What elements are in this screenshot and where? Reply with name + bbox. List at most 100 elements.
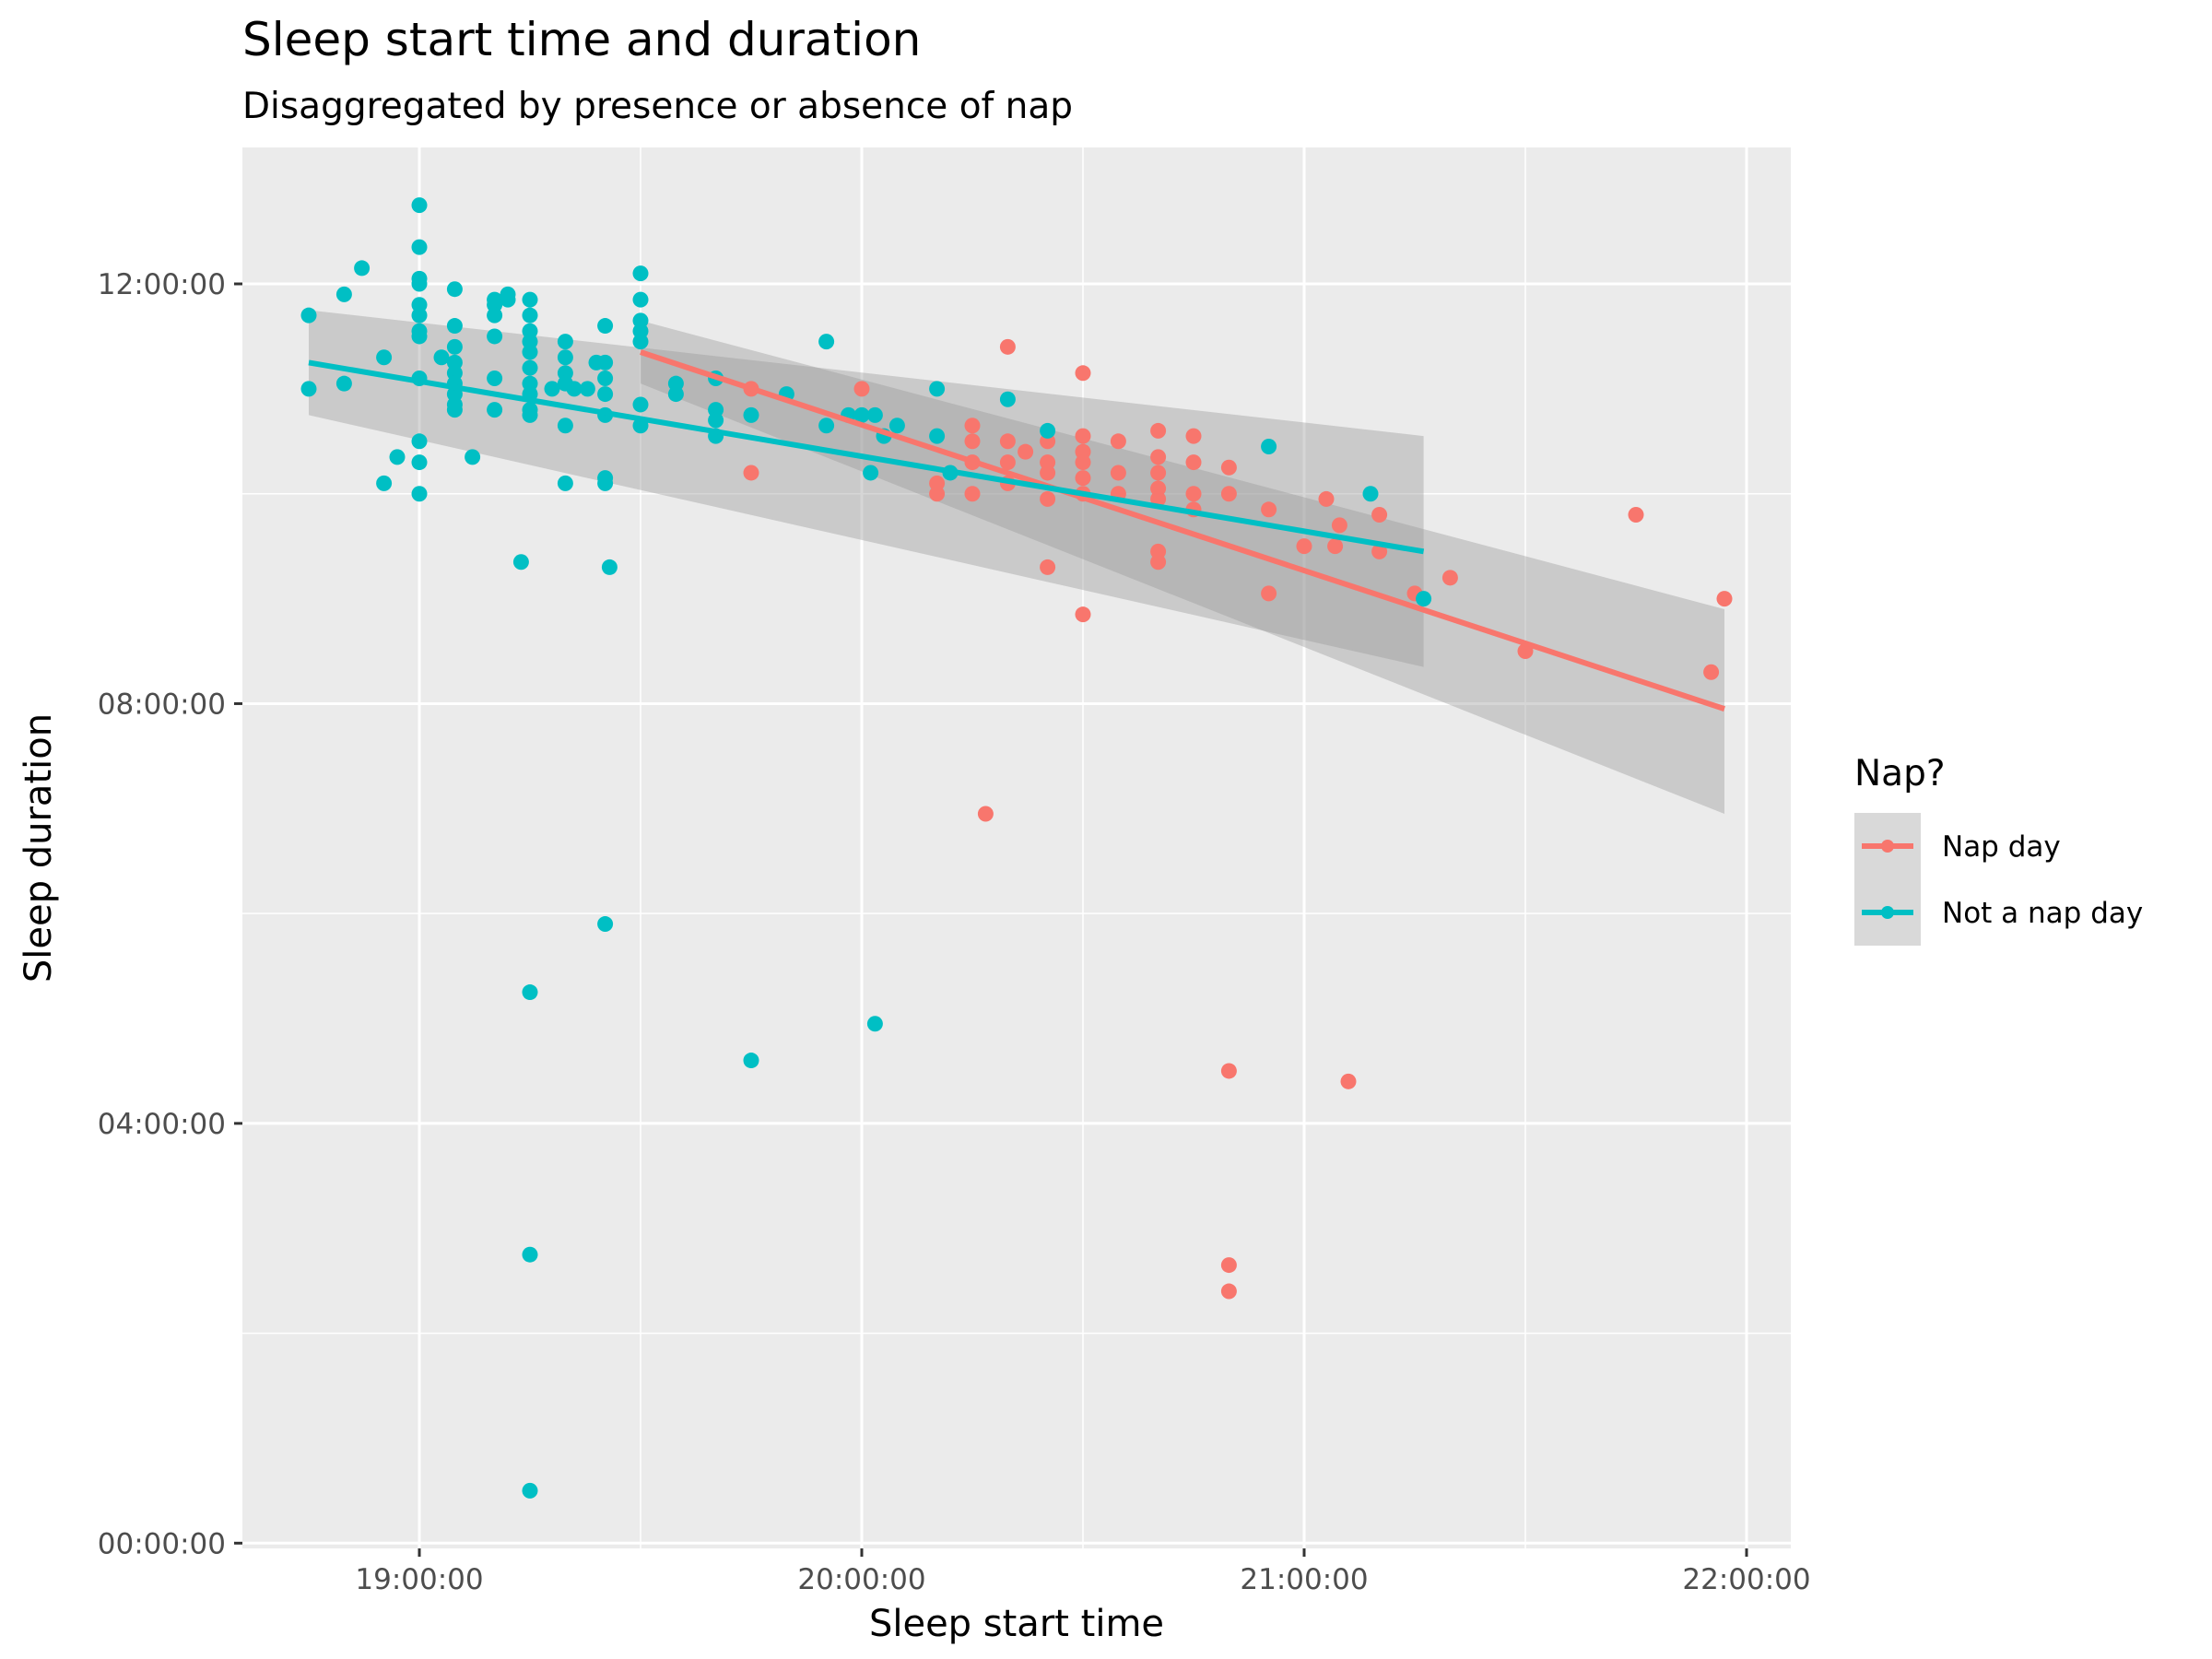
data-point-series-1 (632, 396, 649, 413)
data-point-series-0 (1220, 1257, 1237, 1274)
data-point-series-1 (566, 381, 582, 397)
data-point-series-0 (929, 475, 946, 491)
data-point-series-0 (999, 454, 1016, 471)
data-point-series-1 (818, 334, 835, 350)
data-point-series-1 (522, 291, 538, 308)
data-point-series-1 (632, 334, 649, 350)
data-point-series-0 (1716, 591, 1733, 607)
data-point-series-0 (1261, 585, 1277, 602)
data-point-series-1 (411, 307, 428, 324)
data-point-series-0 (1150, 449, 1167, 465)
legend-point-nap-day (1881, 840, 1894, 853)
data-point-series-1 (446, 402, 463, 418)
data-point-series-0 (1703, 664, 1720, 680)
data-point-series-0 (1261, 501, 1277, 518)
data-point-series-1 (929, 428, 946, 444)
data-point-series-1 (888, 418, 905, 434)
data-point-series-0 (964, 433, 981, 450)
legend-label-not-a-nap-day: Not a nap day (1942, 897, 2143, 930)
data-point-series-0 (964, 418, 981, 434)
data-point-series-1 (557, 349, 573, 366)
data-point-series-0 (1220, 486, 1237, 502)
data-point-series-1 (389, 449, 406, 465)
data-point-series-1 (300, 381, 317, 397)
data-point-series-0 (1371, 507, 1388, 524)
data-point-series-1 (522, 307, 538, 324)
data-point-series-1 (597, 386, 614, 403)
legend-point-not-a-nap-day (1881, 906, 1894, 919)
data-point-series-1 (376, 349, 393, 366)
data-point-series-1 (743, 406, 759, 423)
x-tick-label: 22:00:00 (1682, 1563, 1810, 1596)
data-point-series-0 (1318, 490, 1335, 507)
data-point-series-1 (743, 1053, 759, 1069)
data-point-series-0 (1220, 459, 1237, 476)
data-point-series-1 (411, 276, 428, 292)
data-point-series-0 (1185, 486, 1202, 502)
trend-line-0 (640, 349, 1725, 712)
data-point-series-0 (1040, 490, 1056, 507)
data-point-series-1 (411, 239, 428, 255)
grid-minor (242, 147, 1791, 1548)
data-point-series-1 (500, 291, 516, 308)
chart-subtitle: Disaggregated by presence or absence of … (242, 86, 1073, 127)
data-point-series-0 (1185, 454, 1202, 471)
data-point-series-1 (487, 402, 503, 418)
y-tick-label: 12:00:00 (98, 268, 226, 301)
data-point-series-1 (597, 370, 614, 386)
y-axis: 00:00:00 04:00:00 08:00:00 12:00:00 (98, 268, 242, 1560)
data-point-series-0 (1185, 428, 1202, 444)
data-point-series-1 (300, 307, 317, 324)
data-point-series-1 (522, 1482, 538, 1499)
data-point-series-1 (411, 454, 428, 471)
data-point-series-1 (929, 381, 946, 397)
trend-line-1 (308, 359, 1425, 555)
data-point-series-1 (335, 375, 352, 392)
data-point-series-1 (597, 916, 614, 933)
data-point-series-1 (557, 418, 573, 434)
data-point-series-0 (743, 465, 759, 481)
data-point-series-1 (465, 449, 481, 465)
data-point-series-0 (1150, 554, 1167, 571)
data-point-series-1 (1040, 422, 1056, 439)
data-point-series-1 (411, 433, 428, 450)
data-point-series-0 (1220, 1063, 1237, 1079)
data-point-series-0 (977, 806, 994, 822)
data-point-series-0 (1040, 559, 1056, 575)
data-point-series-1 (999, 391, 1016, 407)
data-point-series-0 (1371, 543, 1388, 559)
data-point-series-0 (1040, 465, 1056, 481)
x-axis-title: Sleep start time (869, 1603, 1164, 1645)
data-point-series-1 (487, 307, 503, 324)
data-point-series-1 (354, 260, 371, 276)
data-point-series-1 (522, 406, 538, 423)
data-point-series-1 (632, 291, 649, 308)
data-point-series-1 (597, 475, 614, 491)
data-point-series-0 (1110, 465, 1126, 481)
data-point-series-1 (667, 386, 684, 403)
data-point-series-0 (1075, 606, 1091, 623)
data-point-series-1 (1261, 438, 1277, 454)
x-tick-label: 21:00:00 (1240, 1563, 1368, 1596)
confidence-ribbon-1 (309, 310, 1424, 667)
data-point-series-0 (1075, 454, 1091, 471)
data-point-series-1 (522, 359, 538, 376)
data-point-series-1 (522, 344, 538, 360)
data-point-series-1 (601, 559, 618, 575)
data-point-series-1 (632, 265, 649, 282)
data-point-series-1 (446, 338, 463, 355)
data-point-series-0 (1075, 428, 1091, 444)
data-point-series-0 (964, 486, 981, 502)
data-point-series-1 (579, 381, 595, 397)
legend-title: Nap? (1854, 753, 1946, 794)
grid-major (242, 147, 1791, 1548)
data-point-series-1 (818, 418, 835, 434)
data-point-series-1 (863, 465, 879, 481)
data-point-series-1 (853, 406, 870, 423)
data-point-series-0 (853, 381, 870, 397)
data-point-series-1 (446, 281, 463, 298)
y-tick-label: 08:00:00 (98, 688, 226, 721)
data-point-series-0 (1110, 433, 1126, 450)
data-point-series-1 (411, 328, 428, 345)
data-point-series-1 (411, 486, 428, 502)
